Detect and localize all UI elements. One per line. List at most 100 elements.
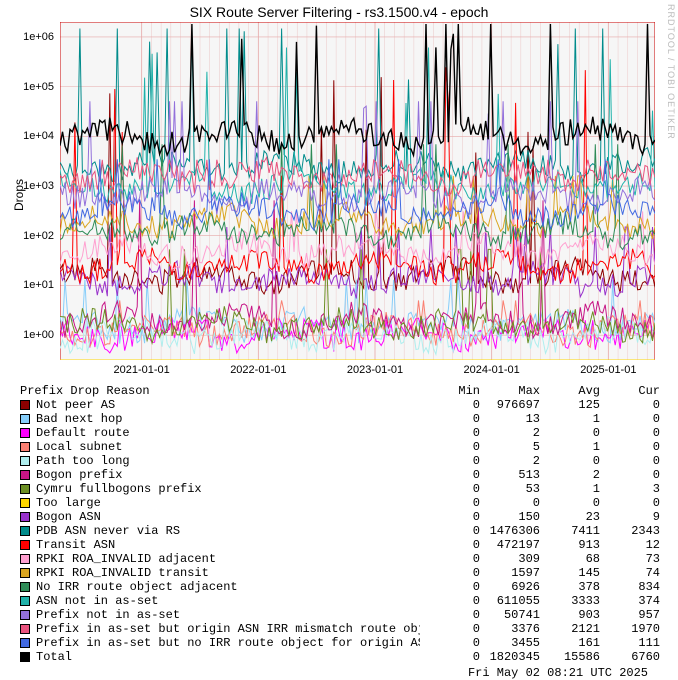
legend-cur: 0 [600,440,660,454]
legend-max: 1476306 [480,524,540,538]
legend-max: 1820345 [480,650,540,664]
legend-cur: 111 [600,636,660,650]
legend-label: PDB ASN never via RS [36,524,420,538]
legend-row: Not peer AS09766971250 [20,398,658,412]
legend-header: Prefix Drop Reason Min Max Avg Cur [20,384,658,398]
legend-header-reason: Prefix Drop Reason [20,384,420,398]
legend-avg: 68 [540,552,600,566]
x-tick-label: 2023-01-01 [347,360,403,376]
legend-row: Local subnet0510 [20,440,658,454]
y-tick-label: 1e+01 [23,279,60,291]
legend-min: 0 [420,650,480,664]
legend-min: 0 [420,552,480,566]
legend-label: RPKI ROA_INVALID adjacent [36,552,420,566]
legend-label: Path too long [36,454,420,468]
y-tick-label: 1e+05 [23,81,60,93]
legend-max: 2 [480,426,540,440]
legend-row: Cymru fullbogons prefix05313 [20,482,658,496]
legend-max: 2 [480,454,540,468]
legend-label: Cymru fullbogons prefix [36,482,420,496]
legend-max: 13 [480,412,540,426]
legend-swatch [20,582,30,592]
x-tick-label: 2022-01-01 [230,360,286,376]
legend-avg: 1 [540,440,600,454]
legend-cur: 12 [600,538,660,552]
legend-swatch [20,442,30,452]
legend-max: 150 [480,510,540,524]
legend-swatch [20,638,30,648]
legend-min: 0 [420,636,480,650]
y-tick-label: 1e+03 [23,180,60,192]
legend-label: Default route [36,426,420,440]
legend-row: RPKI ROA_INVALID adjacent03096873 [20,552,658,566]
legend-min: 0 [420,440,480,454]
legend-label: Bogon prefix [36,468,420,482]
legend-header-cur: Cur [600,384,660,398]
legend-swatch [20,498,30,508]
legend-avg: 1 [540,482,600,496]
legend-swatch [20,526,30,536]
legend-min: 0 [420,538,480,552]
legend-label: Prefix not in as-set [36,608,420,622]
legend-avg: 0 [540,496,600,510]
legend-max: 5 [480,440,540,454]
legend-swatch [20,554,30,564]
legend-label: No IRR route object adjacent [36,580,420,594]
legend-swatch [20,484,30,494]
legend-swatch [20,428,30,438]
legend-min: 0 [420,496,480,510]
legend-avg: 0 [540,426,600,440]
legend-row: Too large0000 [20,496,658,510]
legend-swatch [20,400,30,410]
legend-label: Not peer AS [36,398,420,412]
y-tick-label: 1e+00 [23,329,60,341]
legend-row: RPKI ROA_INVALID transit0159714574 [20,566,658,580]
legend-avg: 15586 [540,650,600,664]
legend-cur: 2343 [600,524,660,538]
legend-label: ASN not in as-set [36,594,420,608]
legend-min: 0 [420,482,480,496]
legend-cur: 3 [600,482,660,496]
legend-max: 53 [480,482,540,496]
legend-avg: 903 [540,608,600,622]
legend-row: Bad next hop01310 [20,412,658,426]
legend-swatch [20,568,30,578]
legend-max: 3376 [480,622,540,636]
legend-max: 513 [480,468,540,482]
legend-swatch [20,652,30,662]
x-tick-label: 2025-01-01 [580,360,636,376]
watermark: RRDTOOL / TOBI OETIKER [666,4,676,140]
legend-max: 472197 [480,538,540,552]
legend-max: 309 [480,552,540,566]
legend-header-max: Max [480,384,540,398]
legend-cur: 0 [600,496,660,510]
legend-row: Default route0200 [20,426,658,440]
legend-min: 0 [420,454,480,468]
legend-swatch [20,470,30,480]
legend-min: 0 [420,594,480,608]
y-tick-label: 1e+02 [23,230,60,242]
legend-row: Bogon prefix051320 [20,468,658,482]
legend-min: 0 [420,412,480,426]
legend-min: 0 [420,426,480,440]
legend-swatch [20,456,30,466]
legend-label: Bad next hop [36,412,420,426]
legend-min: 0 [420,566,480,580]
legend-row: Bogon ASN0150239 [20,510,658,524]
legend: Prefix Drop Reason Min Max Avg Cur Not p… [20,384,658,680]
y-tick-label: 1e+06 [23,31,60,43]
legend-row: ASN not in as-set06110553333374 [20,594,658,608]
legend-avg: 7411 [540,524,600,538]
y-tick-label: 1e+04 [23,130,60,142]
legend-cur: 9 [600,510,660,524]
legend-row: No IRR route object adjacent06926378834 [20,580,658,594]
legend-min: 0 [420,468,480,482]
legend-label: Transit ASN [36,538,420,552]
legend-swatch [20,610,30,620]
legend-cur: 73 [600,552,660,566]
legend-min: 0 [420,398,480,412]
legend-row: Path too long0200 [20,454,658,468]
legend-cur: 957 [600,608,660,622]
legend-row: Prefix in as-set but no IRR route object… [20,636,658,650]
legend-label: RPKI ROA_INVALID transit [36,566,420,580]
